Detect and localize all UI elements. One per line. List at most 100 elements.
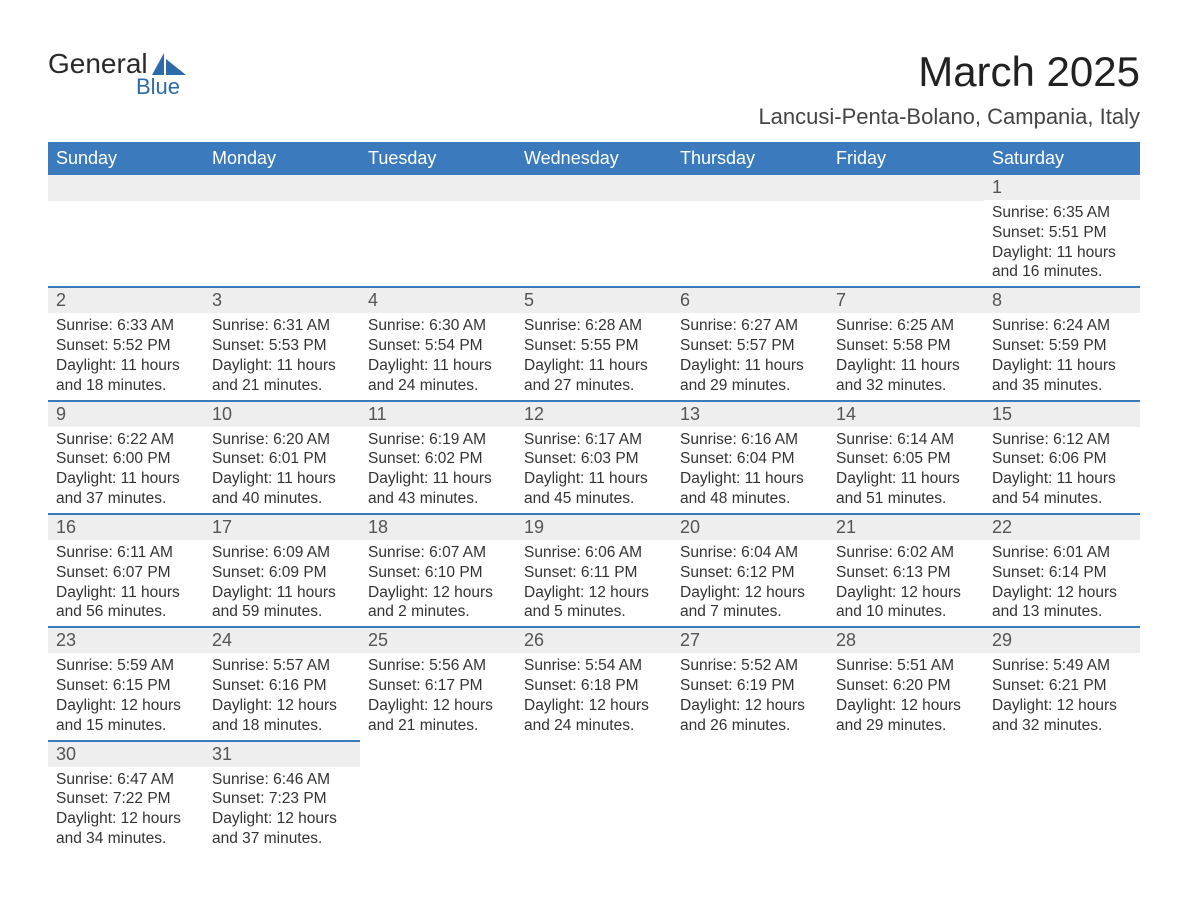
calendar-day-cell: 2Sunrise: 6:33 AMSunset: 5:52 PMDaylight… <box>48 287 204 400</box>
calendar-day-cell: 12Sunrise: 6:17 AMSunset: 6:03 PMDayligh… <box>516 401 672 514</box>
day-number <box>672 175 828 201</box>
daylight-text: Daylight: 11 hours and 37 minutes. <box>56 469 196 509</box>
calendar-day-cell: 5Sunrise: 6:28 AMSunset: 5:55 PMDaylight… <box>516 287 672 400</box>
day-body: Sunrise: 6:20 AMSunset: 6:01 PMDaylight:… <box>204 427 360 513</box>
calendar-day-cell: 13Sunrise: 6:16 AMSunset: 6:04 PMDayligh… <box>672 401 828 514</box>
day-number <box>360 175 516 201</box>
day-body: Sunrise: 6:31 AMSunset: 5:53 PMDaylight:… <box>204 313 360 399</box>
sunrise-text: Sunrise: 6:14 AM <box>836 430 976 450</box>
day-body: Sunrise: 6:12 AMSunset: 6:06 PMDaylight:… <box>984 427 1140 513</box>
sunset-text: Sunset: 6:19 PM <box>680 676 820 696</box>
weekday-header: Wednesday <box>516 142 672 175</box>
calendar-day-cell: 17Sunrise: 6:09 AMSunset: 6:09 PMDayligh… <box>204 514 360 627</box>
calendar-day-cell <box>672 741 828 853</box>
calendar-week-row: 1Sunrise: 6:35 AMSunset: 5:51 PMDaylight… <box>48 175 1140 287</box>
calendar-day-cell <box>204 175 360 287</box>
day-body <box>204 201 360 208</box>
day-number <box>360 741 516 767</box>
day-number: 14 <box>828 402 984 427</box>
sunrise-text: Sunrise: 6:17 AM <box>524 430 664 450</box>
sunset-text: Sunset: 5:53 PM <box>212 336 352 356</box>
day-body: Sunrise: 5:57 AMSunset: 6:16 PMDaylight:… <box>204 653 360 739</box>
day-body: Sunrise: 5:56 AMSunset: 6:17 PMDaylight:… <box>360 653 516 739</box>
sunset-text: Sunset: 6:00 PM <box>56 449 196 469</box>
page-title: March 2025 <box>758 48 1140 96</box>
sunset-text: Sunset: 6:20 PM <box>836 676 976 696</box>
day-number: 21 <box>828 515 984 540</box>
day-number: 18 <box>360 515 516 540</box>
day-number <box>516 741 672 767</box>
daylight-text: Daylight: 12 hours and 18 minutes. <box>212 696 352 736</box>
daylight-text: Daylight: 12 hours and 29 minutes. <box>836 696 976 736</box>
day-body <box>360 201 516 208</box>
calendar-day-cell <box>828 741 984 853</box>
sunrise-text: Sunrise: 6:19 AM <box>368 430 508 450</box>
day-number: 23 <box>48 628 204 653</box>
calendar-day-cell: 18Sunrise: 6:07 AMSunset: 6:10 PMDayligh… <box>360 514 516 627</box>
calendar-day-cell: 3Sunrise: 6:31 AMSunset: 5:53 PMDaylight… <box>204 287 360 400</box>
daylight-text: Daylight: 11 hours and 27 minutes. <box>524 356 664 396</box>
sunrise-text: Sunrise: 6:09 AM <box>212 543 352 563</box>
day-number: 27 <box>672 628 828 653</box>
daylight-text: Daylight: 11 hours and 48 minutes. <box>680 469 820 509</box>
logo-text-2: Blue <box>136 74 186 100</box>
sunrise-text: Sunrise: 6:47 AM <box>56 770 196 790</box>
day-body: Sunrise: 6:30 AMSunset: 5:54 PMDaylight:… <box>360 313 516 399</box>
calendar-day-cell <box>360 741 516 853</box>
day-body: Sunrise: 5:54 AMSunset: 6:18 PMDaylight:… <box>516 653 672 739</box>
day-body: Sunrise: 6:17 AMSunset: 6:03 PMDaylight:… <box>516 427 672 513</box>
day-body: Sunrise: 6:16 AMSunset: 6:04 PMDaylight:… <box>672 427 828 513</box>
calendar-week-row: 2Sunrise: 6:33 AMSunset: 5:52 PMDaylight… <box>48 287 1140 400</box>
sunrise-text: Sunrise: 6:22 AM <box>56 430 196 450</box>
day-number: 22 <box>984 515 1140 540</box>
sunrise-text: Sunrise: 6:02 AM <box>836 543 976 563</box>
daylight-text: Daylight: 12 hours and 24 minutes. <box>524 696 664 736</box>
sunset-text: Sunset: 7:23 PM <box>212 789 352 809</box>
day-number: 17 <box>204 515 360 540</box>
weekday-header: Tuesday <box>360 142 516 175</box>
day-number <box>204 175 360 201</box>
calendar-day-cell: 27Sunrise: 5:52 AMSunset: 6:19 PMDayligh… <box>672 627 828 740</box>
day-body <box>672 201 828 208</box>
sunrise-text: Sunrise: 5:51 AM <box>836 656 976 676</box>
calendar-day-cell: 24Sunrise: 5:57 AMSunset: 6:16 PMDayligh… <box>204 627 360 740</box>
calendar-day-cell: 23 Sunrise: 5:59 AMSunset: 6:15 PMDayligh… <box>48 627 204 740</box>
sunset-text: Sunset: 6:17 PM <box>368 676 508 696</box>
sunset-text: Sunset: 6:15 PM <box>56 676 196 696</box>
calendar-day-cell: 4Sunrise: 6:30 AMSunset: 5:54 PMDaylight… <box>360 287 516 400</box>
day-number: 19 <box>516 515 672 540</box>
daylight-text: Daylight: 11 hours and 45 minutes. <box>524 469 664 509</box>
sunset-text: Sunset: 6:10 PM <box>368 563 508 583</box>
day-number: 7 <box>828 288 984 313</box>
sunrise-text: Sunrise: 6:01 AM <box>992 543 1132 563</box>
sunrise-text: Sunrise: 5:54 AM <box>524 656 664 676</box>
sunrise-text: Sunrise: 6:33 AM <box>56 316 196 336</box>
day-body <box>828 201 984 208</box>
sunset-text: Sunset: 5:52 PM <box>56 336 196 356</box>
day-body <box>672 767 828 774</box>
sunrise-text: Sunrise: 5:49 AM <box>992 656 1132 676</box>
daylight-text: Daylight: 12 hours and 13 minutes. <box>992 583 1132 623</box>
day-body <box>48 201 204 208</box>
day-body: Sunrise: 5:49 AMSunset: 6:21 PMDaylight:… <box>984 653 1140 739</box>
sunset-text: Sunset: 5:58 PM <box>836 336 976 356</box>
day-body: Sunrise: 6:14 AMSunset: 6:05 PMDaylight:… <box>828 427 984 513</box>
sunset-text: Sunset: 6:07 PM <box>56 563 196 583</box>
day-body: Sunrise: 6:25 AMSunset: 5:58 PMDaylight:… <box>828 313 984 399</box>
day-number: 31 <box>204 742 360 767</box>
sunset-text: Sunset: 5:54 PM <box>368 336 508 356</box>
day-number: 3 <box>204 288 360 313</box>
day-body: Sunrise: 6:06 AMSunset: 6:11 PMDaylight:… <box>516 540 672 626</box>
day-body: Sunrise: 5:51 AMSunset: 6:20 PMDaylight:… <box>828 653 984 739</box>
daylight-text: Daylight: 12 hours and 10 minutes. <box>836 583 976 623</box>
calendar-week-row: 9Sunrise: 6:22 AMSunset: 6:00 PMDaylight… <box>48 401 1140 514</box>
calendar-day-cell: 1Sunrise: 6:35 AMSunset: 5:51 PMDaylight… <box>984 175 1140 287</box>
sunrise-text: Sunrise: 5:52 AM <box>680 656 820 676</box>
sunrise-text: Sunrise: 6:27 AM <box>680 316 820 336</box>
daylight-text: Daylight: 12 hours and 15 minutes. <box>56 696 196 736</box>
day-body: Sunrise: 6:27 AMSunset: 5:57 PMDaylight:… <box>672 313 828 399</box>
sunset-text: Sunset: 7:22 PM <box>56 789 196 809</box>
sunrise-text: Sunrise: 5:59 AM <box>56 656 196 676</box>
daylight-text: Daylight: 12 hours and 37 minutes. <box>212 809 352 849</box>
sunset-text: Sunset: 6:03 PM <box>524 449 664 469</box>
